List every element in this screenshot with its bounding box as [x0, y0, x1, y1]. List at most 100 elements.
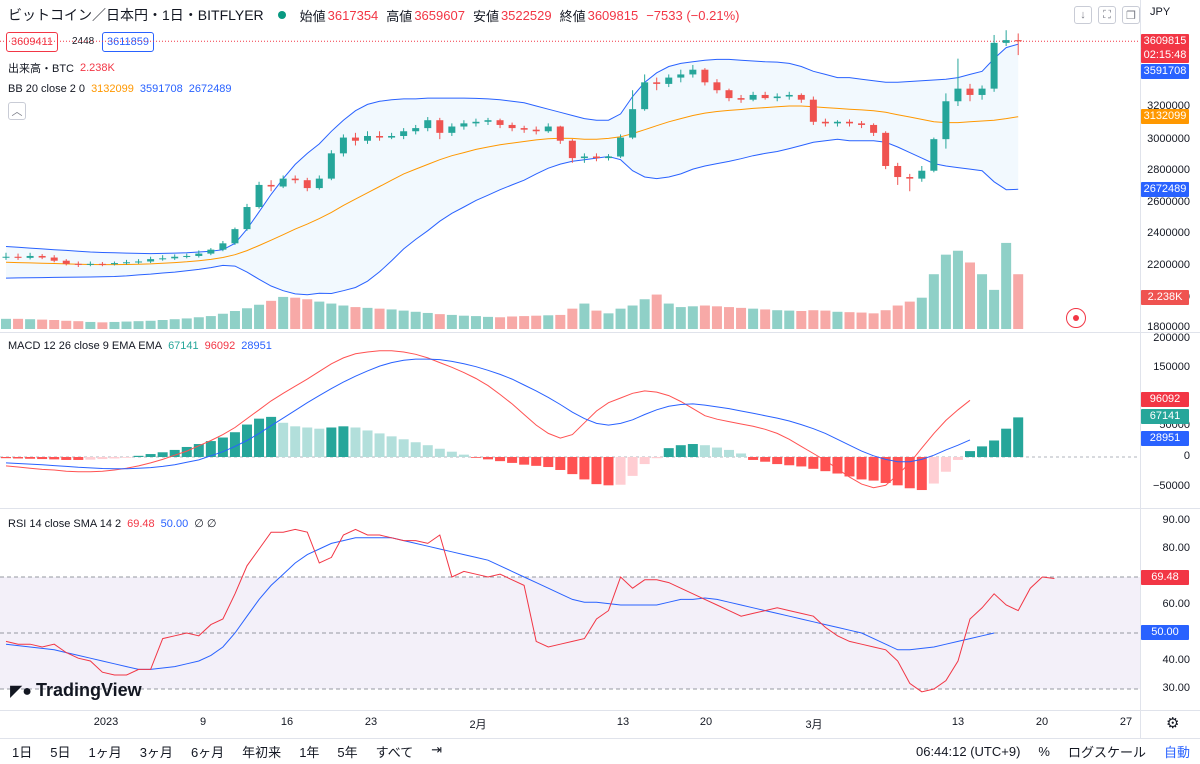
- macd-hist-bar: [579, 457, 590, 480]
- macd-hist-bar: [675, 445, 686, 457]
- candle-body: [38, 255, 46, 258]
- range-all[interactable]: すべて: [375, 745, 414, 760]
- bb-legend[interactable]: BB 20 close 2 0 3132099 3591708 2672489: [8, 83, 232, 95]
- volume-bar: [808, 310, 819, 329]
- clock-time[interactable]: 06:44:12 (UTC+9): [915, 744, 1021, 759]
- macd-hist-bar: [49, 457, 60, 460]
- range-5d[interactable]: 5日: [50, 745, 71, 760]
- range-1d[interactable]: 1日: [12, 745, 33, 760]
- low-label: 安値: [472, 8, 499, 24]
- candle-body: [954, 88, 962, 102]
- macd-legend[interactable]: MACD 12 26 close 9 EMA EMA 67141 96092 2…: [8, 340, 272, 352]
- macd-hist-bar: [1013, 417, 1024, 457]
- volume-bar: [868, 313, 879, 329]
- macd-hist-bar: [820, 457, 831, 472]
- bb-basis-tag: 3132099: [1141, 109, 1189, 124]
- collapse-legend-icon[interactable]: ︿: [8, 102, 26, 120]
- currency-label[interactable]: JPY: [1150, 6, 1171, 18]
- volume-legend-name: 出来高・BTC: [8, 63, 74, 75]
- rsi-legend[interactable]: RSI 14 close SMA 14 2 69.48 50.00 ∅ ∅: [8, 517, 217, 531]
- volume-bar: [169, 319, 180, 329]
- candle-body: [243, 207, 251, 230]
- macd-hist-bar: [989, 440, 1000, 457]
- candle-body: [508, 124, 516, 129]
- candle-body: [592, 156, 600, 159]
- candle-body: [26, 255, 34, 258]
- candle-body: [303, 180, 311, 189]
- bid-price[interactable]: 3609411: [6, 32, 59, 52]
- candle-body: [544, 126, 552, 132]
- volume-bar: [639, 299, 650, 329]
- macd-hist-bar: [977, 446, 988, 457]
- chart-canvas[interactable]: [0, 0, 1200, 738]
- range-1y[interactable]: 1年: [299, 745, 320, 760]
- range-3m[interactable]: 3ヶ月: [139, 745, 173, 760]
- rsi-extra-values: ∅ ∅: [194, 518, 217, 530]
- macd-hist-bar: [145, 454, 156, 457]
- candle-body: [629, 109, 637, 138]
- log-scale-toggle[interactable]: ログスケール: [1067, 745, 1146, 760]
- macd-signal-value: 28951: [241, 340, 272, 352]
- range-5y[interactable]: 5年: [337, 745, 358, 760]
- volume-bar: [543, 315, 554, 329]
- candle-body: [713, 82, 721, 91]
- volume-bar: [133, 321, 144, 329]
- volume-bar: [422, 312, 433, 329]
- candle-body: [906, 177, 914, 179]
- percent-toggle[interactable]: %: [1038, 744, 1050, 759]
- macd-hist-bar: [326, 427, 337, 457]
- pane-separator[interactable]: [0, 332, 1200, 333]
- volume-bar: [73, 321, 84, 329]
- volume-legend[interactable]: 出来高・BTC 2.238K: [8, 60, 115, 76]
- volume-bar: [615, 308, 626, 329]
- rsi-axis-label: 90.00: [1162, 514, 1190, 526]
- ask-price[interactable]: 3611859: [102, 32, 155, 52]
- volume-bar: [386, 309, 397, 329]
- volume-bar: [278, 296, 289, 329]
- bb-upper-line: [5, 43, 1019, 255]
- macd-hist-bar: [386, 436, 397, 457]
- range-1m[interactable]: 1ヶ月: [88, 745, 122, 760]
- volume-bar: [904, 301, 915, 329]
- macd-hist-bar: [1, 457, 11, 459]
- volume-bar: [25, 319, 36, 329]
- low-value: 3522529: [500, 7, 552, 23]
- volume-bar: [651, 294, 662, 329]
- macd-hist-bar: [952, 457, 963, 460]
- pane-separator[interactable]: [0, 508, 1200, 509]
- volume-bar: [398, 310, 409, 329]
- macd-hist-bar: [760, 457, 771, 462]
- candle-body: [448, 126, 456, 133]
- candle-body: [183, 255, 191, 257]
- goto-date-icon[interactable]: ⇥: [431, 742, 443, 757]
- bollinger-bands: [5, 43, 1019, 296]
- bb-lower-line: [5, 138, 1019, 296]
- macd-hist-bar: [965, 451, 975, 457]
- macd-hist-bar: [205, 441, 216, 457]
- macd-hist-bar: [880, 457, 891, 483]
- candle-body: [617, 137, 625, 157]
- settings-gear-icon[interactable]: ⚙: [1166, 715, 1180, 732]
- volume-bar: [748, 308, 759, 329]
- macd-hist-bar: [254, 418, 265, 457]
- price-axis-label: 2800000: [1147, 164, 1190, 176]
- bottom-toolbar: 1日 5日 1ヶ月 3ヶ月 6ヶ月 年初来 1年 5年 すべて ⇥ 06:44:…: [0, 738, 1200, 764]
- candle-body: [785, 94, 793, 97]
- range-6m[interactable]: 6ヶ月: [190, 745, 225, 760]
- x-axis-label: 20: [699, 716, 713, 728]
- tradingview-logo[interactable]: ◤● TradingView: [10, 680, 142, 701]
- alert-icon[interactable]: [1066, 308, 1086, 328]
- maximize-icon[interactable]: ⛶: [1098, 6, 1116, 24]
- volume-bar: [410, 311, 421, 329]
- range-ytd[interactable]: 年初来: [242, 745, 282, 760]
- restore-icon[interactable]: ❐: [1122, 6, 1140, 24]
- volume-bar: [579, 303, 590, 329]
- arrow-down-icon[interactable]: ↓: [1074, 6, 1092, 24]
- auto-scale-toggle[interactable]: 自動: [1163, 745, 1190, 760]
- candle-body: [376, 135, 384, 138]
- symbol-title[interactable]: ビットコイン／日本円・1日・BITFLYER: [8, 7, 264, 23]
- volume-bar: [699, 305, 710, 329]
- macd-hist-bar: [928, 457, 939, 484]
- x-axis-label: 20: [1035, 716, 1049, 728]
- macd-hist-bar: [519, 457, 530, 465]
